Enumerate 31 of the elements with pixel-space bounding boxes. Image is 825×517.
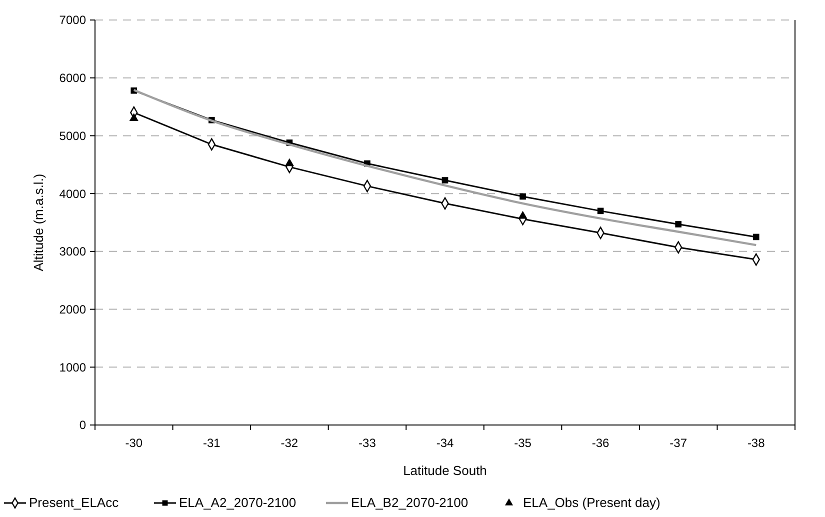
point: [597, 208, 604, 214]
x-tick-label: -33: [358, 436, 376, 450]
x-tick-label: -37: [670, 436, 688, 450]
point: [752, 234, 760, 240]
point: [520, 193, 526, 200]
x-tick-label: -35: [514, 436, 532, 450]
legend-label: ELA_B2_2070-2100: [351, 495, 468, 510]
x-tick-label: -36: [592, 436, 610, 450]
x-tick-label: -31: [202, 436, 221, 450]
y-tick-label: 3000: [59, 244, 86, 259]
y-tick-label: 0: [79, 418, 86, 432]
x-tick-label: -34: [436, 436, 454, 450]
x-axis-title: Latitude South: [403, 463, 487, 478]
y-tick-label: 2000: [59, 302, 86, 316]
y-axis-title: Altitude (m.a.s.l.): [31, 174, 46, 272]
point: [129, 113, 138, 121]
point: [442, 177, 448, 184]
y-tick-label: 5000: [59, 128, 86, 143]
x-tick-label: -30: [125, 436, 143, 450]
y-tick-label: 7000: [59, 13, 86, 28]
legend-label: ELA_Obs (Present day): [523, 495, 660, 510]
x-tick-label: -38: [747, 436, 766, 450]
y-tick-label: 4000: [59, 186, 86, 201]
y-tick-label: 1000: [59, 360, 86, 374]
legend-label: ELA_A2_2070-2100: [179, 495, 296, 510]
y-tick-label: 6000: [59, 71, 86, 86]
point: [675, 221, 682, 228]
point: [518, 210, 528, 219]
x-tick-label: -32: [280, 436, 298, 450]
point: [284, 158, 294, 166]
legend-label: Present_ELAcc: [29, 495, 120, 510]
